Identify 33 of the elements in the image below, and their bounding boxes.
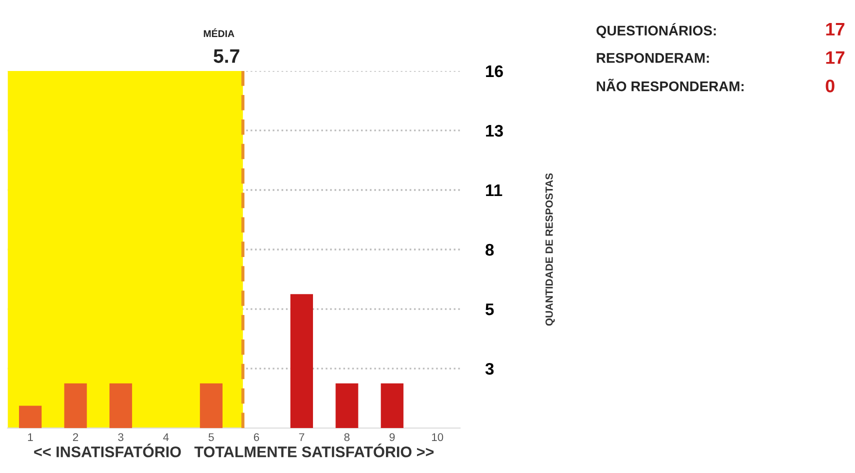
bar <box>380 383 404 428</box>
bar <box>336 383 358 428</box>
bar <box>64 383 87 428</box>
x-tick-label: 3 <box>118 433 124 442</box>
y-tick-label: 16 <box>486 65 503 78</box>
text: NÃO RESPONDERAM: <box>596 78 744 92</box>
text: 0 <box>826 80 834 92</box>
y-tick-label: 5 <box>486 304 494 316</box>
annotation: 5.7 <box>214 49 240 63</box>
text: MÉDIA <box>204 28 234 37</box>
x-axis-title: << INSATISFATÓRIO TOTALMENTE SATISFATÓRIO >> <box>34 444 434 458</box>
text: 17 <box>826 51 844 64</box>
x-tick-label: 6 <box>254 433 260 442</box>
y-tick-label: 11 <box>486 184 502 196</box>
x-tick-label: 10 <box>432 433 444 442</box>
text: RESPONDERAM: <box>596 53 709 63</box>
x-tick-label: 7 <box>299 433 304 441</box>
bar <box>200 383 223 428</box>
text: 17 <box>826 22 844 36</box>
bar <box>290 294 313 428</box>
bar <box>19 406 42 428</box>
x-tick-label: 1 <box>28 433 33 441</box>
y-tick-label: 3 <box>485 362 494 375</box>
text: QUESTIONÁRIOS: <box>596 23 716 38</box>
y-tick-label: 8 <box>486 244 494 256</box>
bar <box>109 383 132 428</box>
y-tick-label: 13 <box>486 124 503 137</box>
x-tick-label: 4 <box>163 433 169 441</box>
x-tick-label: 2 <box>73 433 78 441</box>
x-tick-label: 9 <box>390 433 395 442</box>
x-tick-label: 5 <box>208 433 214 442</box>
x-tick-label: 8 <box>344 433 350 442</box>
y-axis-title: QUANTIDADE DE RESPOSTAS <box>545 173 555 326</box>
